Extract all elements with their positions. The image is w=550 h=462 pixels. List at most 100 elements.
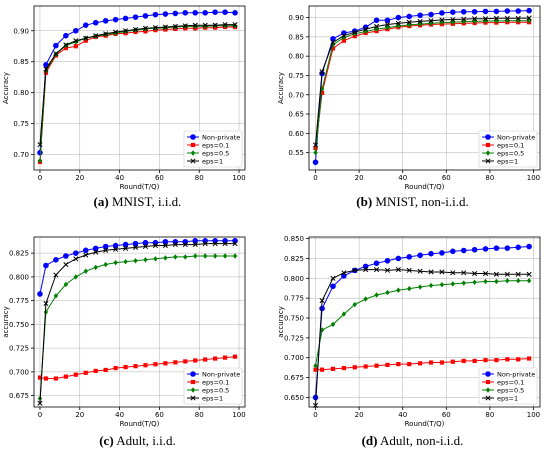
data-point — [471, 246, 478, 253]
data-point — [374, 267, 380, 273]
caption-text-b: MNIST, non-i.i.d. — [372, 194, 469, 209]
data-point — [232, 253, 238, 259]
data-point — [396, 362, 401, 367]
legend-marker — [485, 142, 491, 148]
data-point — [406, 267, 412, 273]
x-axis-label: Round(T/Q) — [120, 420, 160, 428]
data-point — [53, 42, 59, 49]
caption-a: (a) MNIST, i.i.d. — [0, 194, 275, 210]
data-point — [527, 356, 532, 361]
data-point — [417, 268, 423, 274]
data-point — [515, 271, 521, 277]
data-point — [192, 22, 198, 28]
data-point — [142, 239, 149, 246]
data-point — [43, 309, 49, 315]
data-point — [202, 253, 208, 259]
data-point — [384, 21, 391, 28]
legend-marker — [190, 134, 196, 140]
data-point — [212, 253, 218, 259]
caption-d: (d) Adult, non-i.i.d. — [275, 433, 550, 449]
series-eps=1 — [37, 22, 238, 148]
data-point — [428, 11, 434, 18]
data-point — [152, 25, 158, 31]
data-point — [312, 142, 319, 148]
data-point — [439, 360, 445, 365]
data-point — [439, 17, 445, 23]
data-point — [63, 281, 69, 288]
data-point — [460, 8, 467, 15]
data-point — [212, 9, 218, 15]
data-point — [113, 365, 118, 371]
data-point — [232, 241, 238, 247]
data-point — [312, 402, 319, 408]
data-point — [504, 245, 511, 251]
data-point — [363, 364, 368, 369]
data-point — [319, 69, 325, 75]
data-point — [37, 375, 43, 380]
data-point — [396, 287, 401, 293]
legend-label: eps=0.1 — [497, 141, 524, 149]
data-point — [460, 247, 467, 254]
data-point — [172, 23, 178, 29]
data-point — [406, 13, 413, 20]
x-tick-label: 20 — [75, 174, 84, 182]
data-point — [395, 255, 402, 262]
data-point — [152, 11, 159, 18]
data-point — [222, 253, 228, 259]
data-point — [319, 367, 325, 372]
data-point — [192, 237, 199, 244]
data-point — [53, 51, 59, 57]
data-point — [395, 14, 402, 21]
x-tick-label: 60 — [155, 174, 164, 182]
legend-box — [183, 130, 243, 168]
data-point — [384, 267, 391, 273]
data-point — [313, 149, 318, 156]
legend-label: eps=1 — [202, 157, 223, 165]
series-line — [315, 280, 530, 366]
data-point — [162, 242, 168, 249]
data-point — [385, 289, 390, 296]
data-point — [526, 7, 532, 14]
legend-marker — [190, 371, 196, 377]
data-point — [212, 241, 218, 247]
data-point — [133, 258, 138, 264]
chart-b: 0 20 40 60 80 100 0.55 0.60 0.65 0.70 0.75 0.80 0.85… — [277, 5, 541, 191]
series-eps=0.1 — [37, 354, 238, 381]
chart-panel-a: 0 20 40 60 80 100 0.70 0.75 0.80 0.85 0.90 Round(T/… — [0, 0, 275, 231]
data-point — [193, 253, 198, 259]
y-tick-label: 0.775 — [284, 295, 304, 303]
data-point — [373, 17, 380, 24]
y-tick-label: 0.800 — [284, 275, 304, 283]
y-tick-label: 0.675 — [284, 374, 304, 382]
data-point — [103, 367, 108, 373]
data-point — [341, 38, 346, 43]
x-tick-label: 60 — [155, 411, 164, 419]
y-tick-label: 0.850 — [284, 235, 304, 243]
plot-frame — [308, 5, 541, 171]
data-point — [143, 257, 148, 263]
legend-label: Non-private — [497, 133, 535, 141]
data-point — [341, 311, 347, 317]
y-axis-label: accuracy — [2, 306, 10, 338]
y-tick-label: 0.65 — [288, 111, 304, 119]
data-point — [143, 363, 148, 368]
data-point — [182, 10, 189, 16]
x-tick-label: 100 — [527, 174, 540, 182]
data-point — [428, 250, 434, 257]
data-point — [43, 66, 49, 72]
legend-label: eps=0.1 — [497, 378, 524, 386]
data-point — [472, 16, 478, 22]
data-point — [163, 255, 168, 261]
caption-text-a: MNIST, i.i.d. — [108, 194, 182, 209]
data-point — [313, 367, 318, 372]
x-tick-label: 0 — [313, 411, 317, 419]
x-tick-label: 100 — [232, 174, 245, 182]
data-point — [363, 26, 369, 32]
legend-label: eps=1 — [202, 394, 223, 402]
data-point — [483, 358, 488, 363]
data-point — [494, 278, 499, 285]
data-point — [37, 142, 43, 148]
